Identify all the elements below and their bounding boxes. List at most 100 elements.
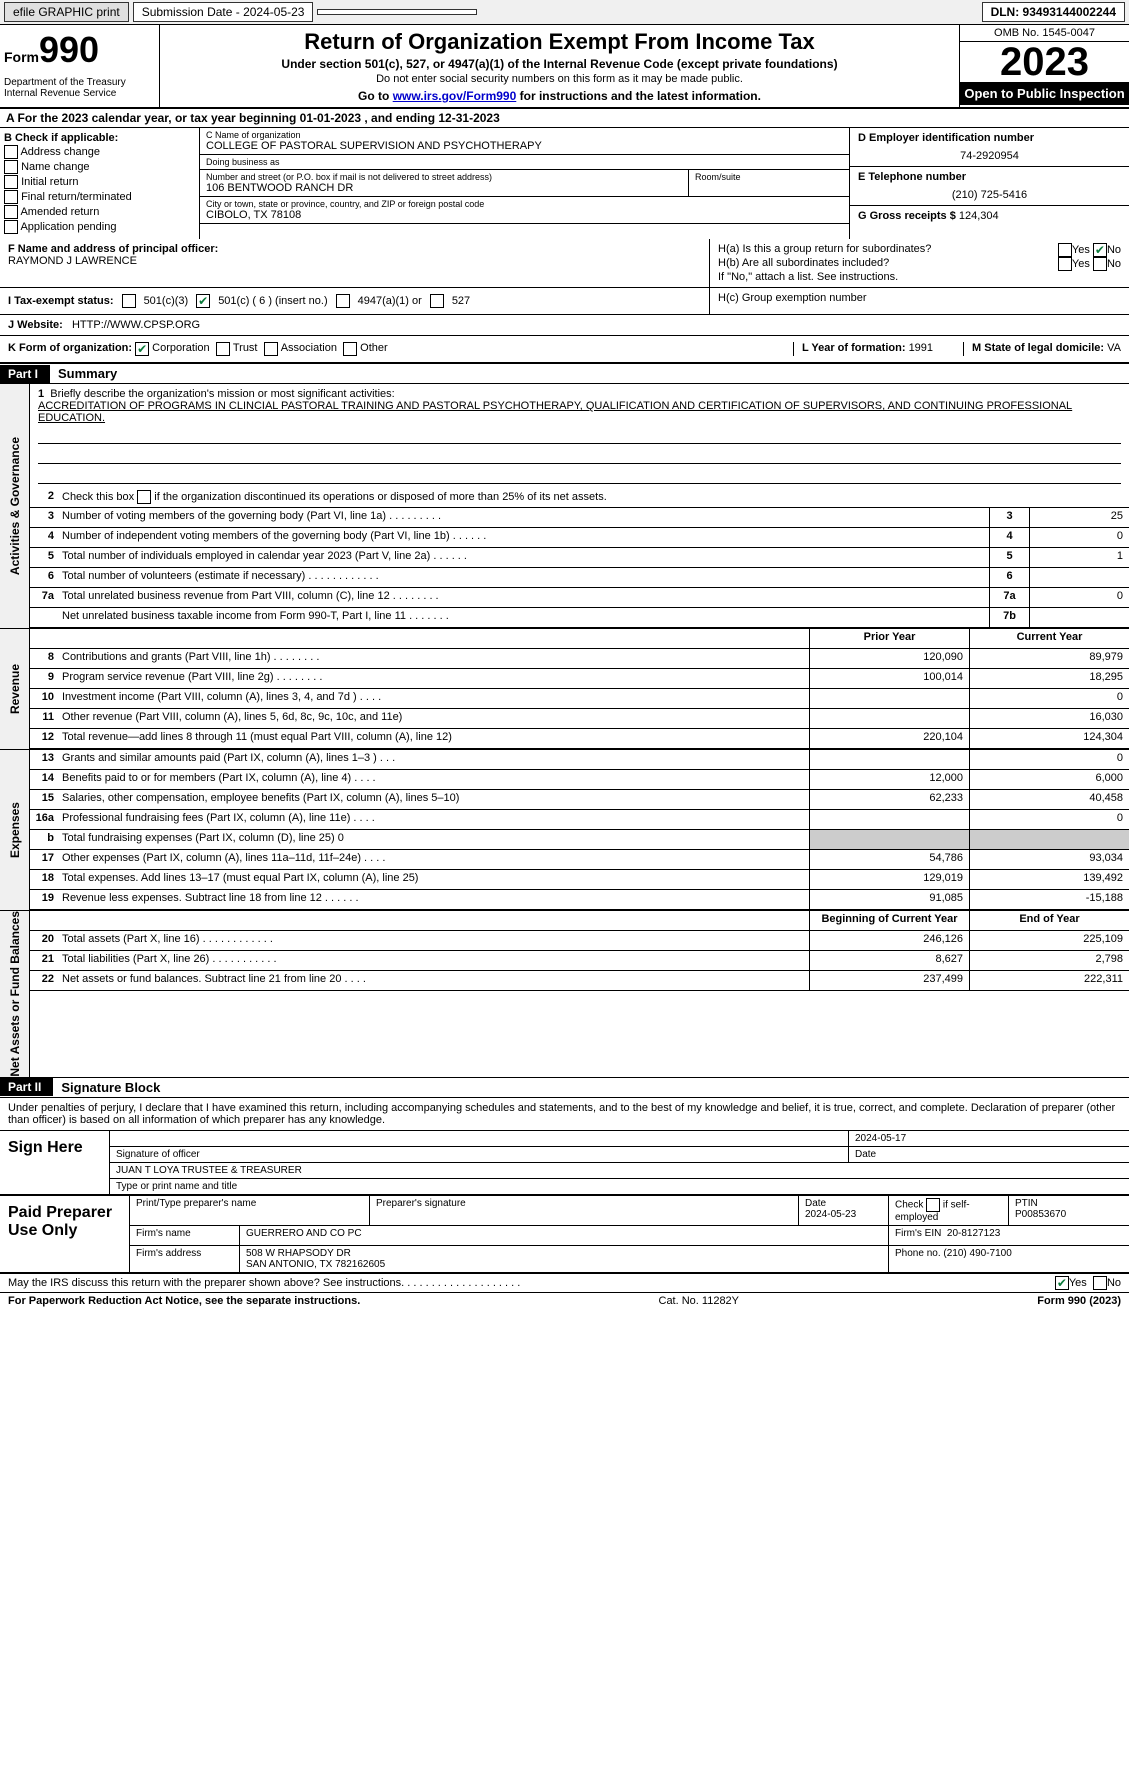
cb-corp[interactable]: [135, 342, 149, 356]
line7b: Net unrelated business taxable income fr…: [58, 608, 989, 627]
open-inspection: Open to Public Inspection: [960, 82, 1129, 105]
row-k: K Form of organization: Corporation Trus…: [0, 336, 1129, 364]
line9: Program service revenue (Part VIII, line…: [58, 669, 809, 688]
sig-officer-label: Signature of officer: [110, 1147, 849, 1162]
line8: Contributions and grants (Part VIII, lin…: [58, 649, 809, 668]
ha-no[interactable]: [1093, 243, 1107, 257]
dept-label: Department of the Treasury Internal Reve…: [4, 77, 155, 99]
cb-amended[interactable]: Amended return: [4, 205, 195, 219]
firm-addr-label: Firm's address: [130, 1246, 240, 1272]
cb-application[interactable]: Application pending: [4, 220, 195, 234]
part2-title: Signature Block: [53, 1078, 168, 1097]
ha-yes[interactable]: [1058, 243, 1072, 257]
phone-cell: E Telephone number (210) 725-5416: [850, 167, 1129, 206]
line5: Total number of individuals employed in …: [58, 548, 989, 567]
cat-no: Cat. No. 11282Y: [360, 1295, 1037, 1307]
line17: Other expenses (Part IX, column (A), lin…: [58, 850, 809, 869]
hb-no[interactable]: [1093, 257, 1107, 271]
cb-4947[interactable]: [336, 294, 350, 308]
line18: Total expenses. Add lines 13–17 (must eq…: [58, 870, 809, 889]
cb-self-employed[interactable]: [926, 1198, 940, 1212]
line12: Total revenue—add lines 8 through 11 (mu…: [58, 729, 809, 748]
form-subtitle: Under section 501(c), 527, or 4947(a)(1)…: [168, 57, 951, 71]
part1-header: Part I: [0, 365, 50, 383]
line13: Grants and similar amounts paid (Part IX…: [58, 750, 809, 769]
discuss-no[interactable]: [1093, 1276, 1107, 1290]
line15: Salaries, other compensation, employee b…: [58, 790, 809, 809]
current-year-header: Current Year: [969, 629, 1129, 648]
prep-sig-label: Preparer's signature: [370, 1196, 799, 1225]
line4: Number of independent voting members of …: [58, 528, 989, 547]
ssn-note: Do not enter social security numbers on …: [168, 73, 951, 85]
line19: Revenue less expenses. Subtract line 18 …: [58, 890, 809, 909]
cb-name[interactable]: Name change: [4, 160, 195, 174]
line16a: Professional fundraising fees (Part IX, …: [58, 810, 809, 829]
line20: Total assets (Part X, line 16) . . . . .…: [58, 931, 809, 950]
col-b-checkboxes: B Check if applicable: Address change Na…: [0, 128, 200, 239]
efile-print-btn[interactable]: efile GRAPHIC print: [4, 2, 129, 22]
h-b: H(b) Are all subordinates included? Yes …: [718, 257, 1121, 269]
city-cell: City or town, state or province, country…: [200, 197, 849, 224]
dba-cell: Doing business as: [200, 155, 849, 170]
part2-header: Part II: [0, 1078, 53, 1096]
sig-date-label: Date: [849, 1147, 1129, 1162]
officer-typed-label: Type or print name and title: [110, 1179, 1129, 1194]
row-a-period: A For the 2023 calendar year, or tax yea…: [0, 109, 1129, 128]
line14: Benefits paid to or for members (Part IX…: [58, 770, 809, 789]
form-title: Return of Organization Exempt From Incom…: [168, 29, 951, 55]
line22: Net assets or fund balances. Subtract li…: [58, 971, 809, 990]
line6: Total number of volunteers (estimate if …: [58, 568, 989, 587]
goto-prefix: Go to: [358, 89, 393, 103]
goto-suffix: for instructions and the latest informat…: [516, 89, 761, 103]
i-label: I Tax-exempt status:: [8, 295, 114, 307]
side-revenue: Revenue: [0, 629, 30, 749]
prep-name-label: Print/Type preparer's name: [130, 1196, 370, 1225]
discuss-yes[interactable]: [1055, 1276, 1069, 1290]
line11: Other revenue (Part VIII, column (A), li…: [58, 709, 809, 728]
line1-mission: 1 Briefly describe the organization's mi…: [30, 384, 1129, 488]
cb-other[interactable]: [343, 342, 357, 356]
street-cell: Number and street (or P.O. box if mail i…: [200, 170, 689, 197]
form-footer: Form 990 (2023): [1037, 1295, 1121, 1307]
form-header: Form990 Department of the Treasury Inter…: [0, 25, 1129, 109]
cb-address[interactable]: Address change: [4, 145, 195, 159]
blank-field: [317, 9, 477, 15]
cb-initial[interactable]: Initial return: [4, 175, 195, 189]
cb-line2[interactable]: [137, 490, 151, 504]
tax-year: 2023: [960, 42, 1129, 82]
line10: Investment income (Part VIII, column (A)…: [58, 689, 809, 708]
cb-527[interactable]: [430, 294, 444, 308]
h-a: H(a) Is this a group return for subordin…: [718, 243, 1121, 255]
line2: Check this box if the organization disco…: [58, 488, 1129, 507]
principal-officer: F Name and address of principal officer:…: [0, 239, 709, 287]
hb-note: If "No," attach a list. See instructions…: [718, 271, 1121, 283]
cb-501c[interactable]: [196, 294, 210, 308]
firm-name: GUERRERO AND CO PC: [240, 1226, 889, 1245]
top-bar: efile GRAPHIC print Submission Date - 20…: [0, 0, 1129, 25]
form-number: 990: [39, 29, 99, 70]
submission-date: Submission Date - 2024-05-23: [133, 2, 314, 22]
cb-501c3[interactable]: [122, 294, 136, 308]
paperwork-notice: For Paperwork Reduction Act Notice, see …: [8, 1295, 360, 1307]
end-year-header: End of Year: [969, 911, 1129, 930]
gross-receipts-cell: G Gross receipts $ 124,304: [850, 206, 1129, 226]
room-cell: Room/suite: [689, 170, 849, 197]
hc-cell: H(c) Group exemption number: [709, 288, 1129, 314]
firm-name-label: Firm's name: [130, 1226, 240, 1245]
cb-trust[interactable]: [216, 342, 230, 356]
ein-cell: D Employer identification number 74-2920…: [850, 128, 1129, 167]
irs-link[interactable]: www.irs.gov/Form990: [393, 89, 517, 103]
firm-address: 508 W RHAPSODY DRSAN ANTONIO, TX 7821626…: [240, 1246, 889, 1272]
line16b: Total fundraising expenses (Part IX, col…: [58, 830, 809, 849]
self-emp-check: Check if self-employed: [889, 1196, 1009, 1225]
cb-assoc[interactable]: [264, 342, 278, 356]
begin-year-header: Beginning of Current Year: [809, 911, 969, 930]
line3: Number of voting members of the governin…: [58, 508, 989, 527]
officer-name: JUAN T LOYA TRUSTEE & TREASURER: [110, 1163, 1129, 1178]
hb-yes[interactable]: [1058, 257, 1072, 271]
line21: Total liabilities (Part X, line 26) . . …: [58, 951, 809, 970]
sign-here-label: Sign Here: [0, 1131, 110, 1194]
discuss-row: May the IRS discuss this return with the…: [0, 1274, 1129, 1293]
form-prefix: Form: [4, 49, 39, 65]
cb-final[interactable]: Final return/terminated: [4, 190, 195, 204]
